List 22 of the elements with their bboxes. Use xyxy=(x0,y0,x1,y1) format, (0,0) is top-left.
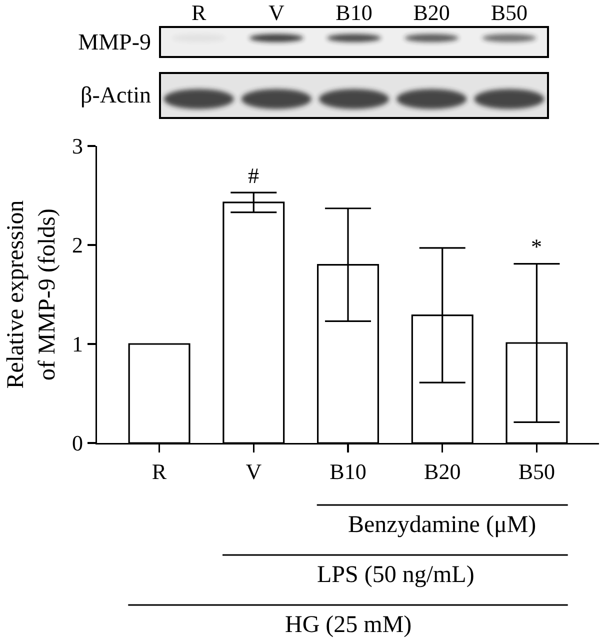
category-label: B20 xyxy=(413,0,450,25)
x-tick-label: R xyxy=(152,459,167,484)
category-label: B50 xyxy=(490,0,528,25)
x-tick-label: B50 xyxy=(518,459,556,484)
text: HG (25 mM) xyxy=(285,612,412,638)
text: LPS (50 ng/mL) xyxy=(317,562,474,588)
y-axis-title: Relative expression of MMP-9 (folds) xyxy=(3,200,60,389)
y-tick-label: 3 xyxy=(72,134,83,159)
text: Benzydamine (μM) xyxy=(348,512,536,538)
annotation: * xyxy=(531,234,542,259)
category-label: V xyxy=(268,0,284,25)
y-tick-label: 1 xyxy=(72,332,83,357)
text: MMP-9 xyxy=(78,30,151,54)
annotation: # xyxy=(248,163,259,188)
text: β-Actin xyxy=(80,82,151,108)
category-label: R xyxy=(191,0,206,25)
x-tick-label: B10 xyxy=(330,459,366,484)
y-tick-label: 0 xyxy=(72,430,83,456)
x-tick-label: V xyxy=(246,459,262,484)
y-tick-label: 2 xyxy=(72,232,83,258)
x-tick-label: B20 xyxy=(424,459,461,484)
category-label: B10 xyxy=(336,0,372,25)
